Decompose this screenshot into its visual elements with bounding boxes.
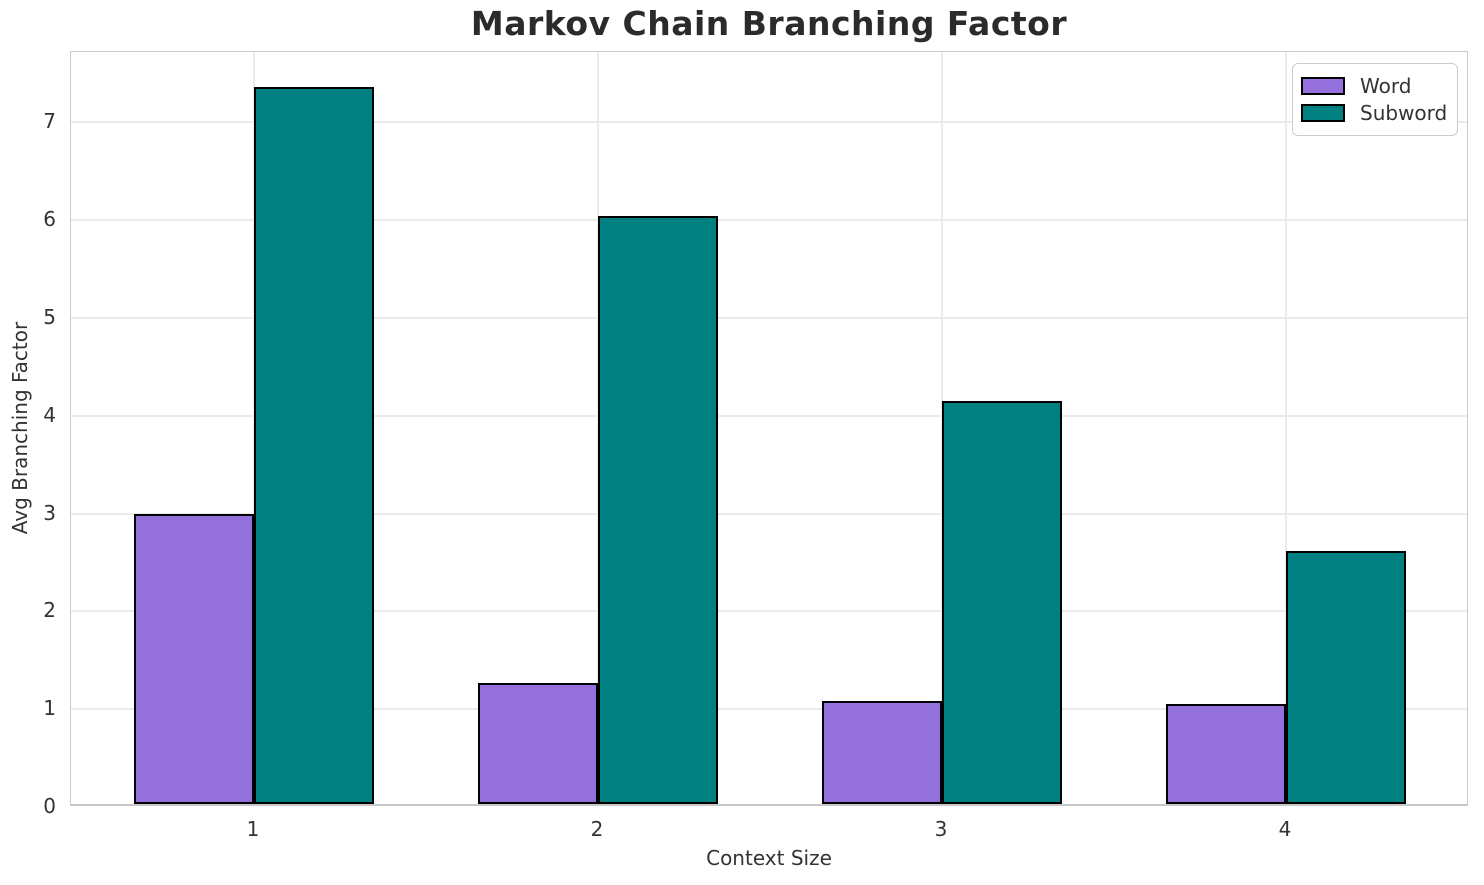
- legend-swatch-word: [1301, 77, 1345, 95]
- x-tick-label-1: 1: [246, 817, 260, 841]
- legend-label-word: Word: [1360, 74, 1412, 98]
- bar-subword-context-4: [1286, 551, 1406, 804]
- gridline-y-5: [71, 317, 1467, 319]
- plot-area: [70, 51, 1468, 806]
- y-tick-label-4: 4: [43, 402, 56, 427]
- y-tick-label-3: 3: [43, 500, 56, 525]
- gridline-y-7: [71, 121, 1467, 124]
- gridline-y-4: [71, 414, 1467, 417]
- y-tick-label-2: 2: [43, 598, 56, 623]
- legend-item-subword: Subword: [1301, 101, 1451, 125]
- bar-word-context-2: [478, 683, 598, 804]
- x-tick-label-4: 4: [1278, 817, 1292, 841]
- y-tick-label-0: 0: [43, 794, 56, 818]
- y-tick-label-5: 5: [43, 305, 56, 329]
- x-tick-label-3: 3: [934, 817, 948, 841]
- y-axis-title: Avg Branching Factor: [8, 321, 32, 535]
- bar-subword-context-3: [942, 401, 1062, 804]
- bar-word-context-1: [134, 514, 254, 804]
- legend-item-word: Word: [1301, 74, 1451, 98]
- legend: Word Subword: [1292, 63, 1458, 136]
- gridline-y-6: [71, 219, 1467, 222]
- x-axis-title: Context Size: [706, 846, 832, 870]
- bar-subword-context-1: [254, 87, 374, 804]
- bar-subword-context-2: [598, 216, 718, 804]
- chart-title: Markov Chain Branching Factor: [470, 4, 1068, 43]
- legend-swatch-subword: [1301, 104, 1345, 122]
- y-tick-label-1: 1: [43, 696, 56, 721]
- y-tick-label-6: 6: [43, 207, 56, 232]
- legend-label-subword: Subword: [1360, 101, 1448, 125]
- gridline-x-4: [1285, 52, 1287, 804]
- gridline-y-1: [71, 708, 1467, 711]
- gridline-y-2: [71, 610, 1467, 613]
- bar-word-context-3: [822, 701, 942, 804]
- bar-word-context-4: [1166, 704, 1286, 804]
- gridline-y-3: [71, 512, 1467, 515]
- x-tick-label-2: 2: [590, 817, 604, 841]
- y-tick-label-7: 7: [43, 109, 56, 134]
